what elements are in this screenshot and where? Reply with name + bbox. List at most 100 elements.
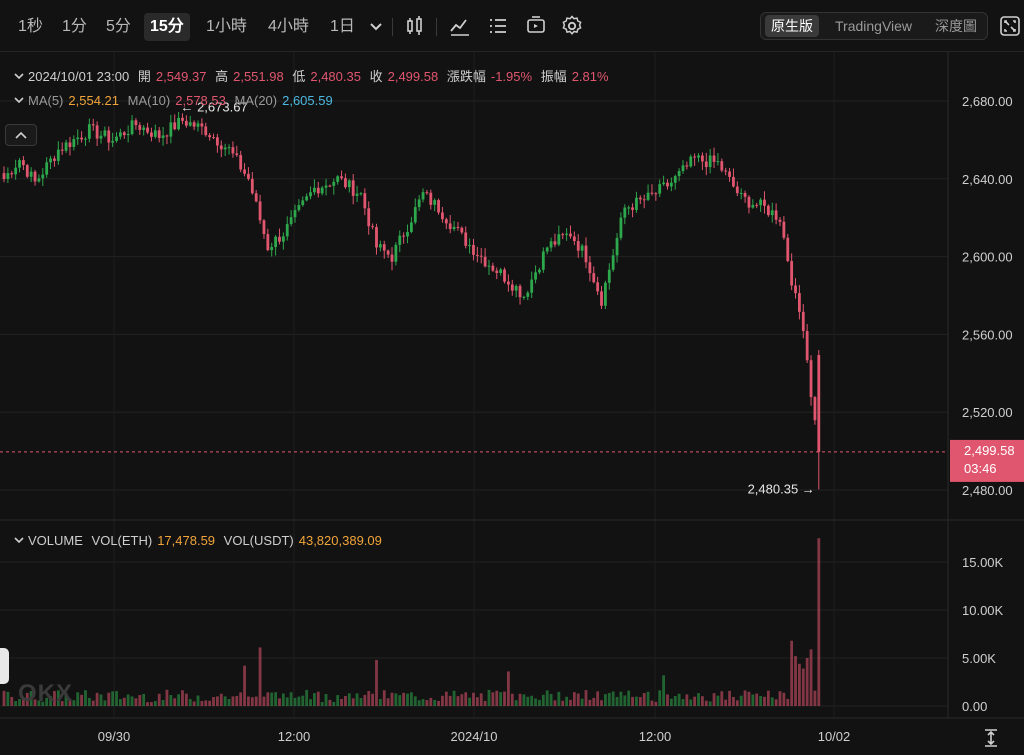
candle-body: [720, 161, 724, 171]
candle-body: [805, 331, 809, 361]
volume-bar: [122, 697, 126, 706]
candle-body: [200, 123, 204, 127]
volume-bar: [541, 694, 545, 706]
candle-body: [173, 122, 177, 130]
candle-body: [134, 120, 138, 126]
candle-body: [437, 200, 440, 213]
volume-bar: [794, 656, 797, 706]
candle-body: [514, 286, 518, 291]
candle-body: [33, 171, 37, 182]
candle-body: [165, 135, 169, 137]
candle-body: [770, 210, 774, 216]
volume-bar: [146, 702, 149, 706]
candle-body: [580, 245, 584, 251]
candle-body: [693, 156, 697, 158]
high-value: 2,551.98: [233, 69, 284, 84]
low-value: 2,480.35: [310, 69, 361, 84]
view-depth[interactable]: 深度圖: [935, 18, 977, 34]
candlestick-icon[interactable]: [403, 14, 427, 38]
volume-bar: [534, 698, 537, 706]
candle-body: [673, 176, 677, 183]
side-panel-toggle[interactable]: [0, 648, 9, 684]
volume-bar: [460, 694, 464, 706]
fullscreen-icon[interactable]: [998, 14, 1022, 38]
interval-5m[interactable]: 5分: [106, 18, 131, 35]
view-native[interactable]: 原生版: [765, 15, 819, 37]
volume-bar: [111, 691, 115, 706]
drawing-list-icon[interactable]: [486, 14, 510, 38]
candle-body: [604, 282, 607, 306]
candle-body: [398, 235, 402, 245]
auto-scale-icon[interactable]: [980, 727, 1002, 749]
interval-1s[interactable]: 1秒: [18, 18, 43, 35]
candle-body: [266, 234, 270, 251]
volume-bar: [631, 696, 634, 706]
candle-body: [219, 145, 223, 150]
high-label: 高: [215, 69, 229, 84]
candle-body: [56, 149, 60, 161]
ohlc-time: 2024/10/01 23:00: [28, 69, 130, 84]
candle-body: [150, 132, 153, 137]
interval-1d[interactable]: 1日: [330, 18, 355, 35]
candle-body: [161, 135, 165, 139]
volume-bar: [157, 693, 161, 706]
gear-icon[interactable]: [560, 14, 584, 38]
candle-body: [681, 165, 685, 171]
volume-bar: [576, 693, 580, 706]
volume-bar: [642, 693, 646, 706]
volume-bar: [359, 698, 363, 706]
candle-body: [658, 184, 662, 194]
chevron-down-icon[interactable]: [14, 535, 24, 545]
candle-body: [794, 285, 797, 294]
volume-bar: [332, 701, 336, 706]
candle-body: [281, 236, 285, 242]
volume-bar: [231, 696, 235, 706]
close-label: 收: [369, 69, 383, 84]
interval-15m[interactable]: 15分: [144, 13, 190, 41]
replay-icon[interactable]: [524, 14, 548, 38]
candle-body: [320, 187, 324, 194]
volume-bar: [499, 692, 503, 706]
candle-body: [503, 269, 506, 282]
candle-body: [666, 182, 669, 187]
time-tick-label: 12:00: [278, 729, 311, 744]
candle-body: [557, 234, 561, 245]
candle-body: [790, 261, 794, 286]
candle-body: [29, 171, 33, 177]
indicator-icon[interactable]: [448, 14, 472, 38]
candle-body: [45, 162, 49, 175]
volume-bar: [627, 690, 631, 706]
collapse-legend-button[interactable]: [5, 124, 37, 146]
volume-bar: [728, 690, 731, 706]
candle-body: [60, 149, 64, 151]
candle-body: [76, 137, 80, 140]
candle-body: [49, 158, 52, 163]
candle-body: [712, 155, 716, 162]
interval-1m[interactable]: 1分: [62, 18, 87, 35]
candle-body: [491, 265, 495, 271]
max-price-annotation: ← 2,673.67: [180, 99, 247, 114]
interval-1h[interactable]: 1小時: [206, 18, 247, 35]
candle-body: [351, 180, 355, 196]
volume-bar: [716, 695, 720, 706]
volume-bar: [584, 690, 588, 706]
volume-bar: [557, 691, 561, 706]
chevron-down-icon[interactable]: [14, 95, 24, 105]
candle-body: [367, 208, 371, 227]
low-label: 低: [292, 69, 306, 84]
candle-body: [747, 196, 751, 208]
volume-bar: [600, 700, 603, 706]
candle-body: [615, 237, 619, 256]
chevron-down-icon[interactable]: [364, 14, 388, 38]
volume-bar: [468, 697, 471, 706]
candle-body: [390, 254, 394, 262]
candle-body: [538, 269, 541, 273]
view-tradingview[interactable]: TradingView: [835, 18, 913, 34]
volume-bar: [809, 649, 813, 706]
chevron-down-icon[interactable]: [14, 71, 24, 81]
candle-body: [623, 207, 627, 218]
candle-body: [316, 187, 320, 194]
volume-bar: [87, 697, 91, 706]
interval-4h[interactable]: 4小時: [268, 18, 309, 35]
